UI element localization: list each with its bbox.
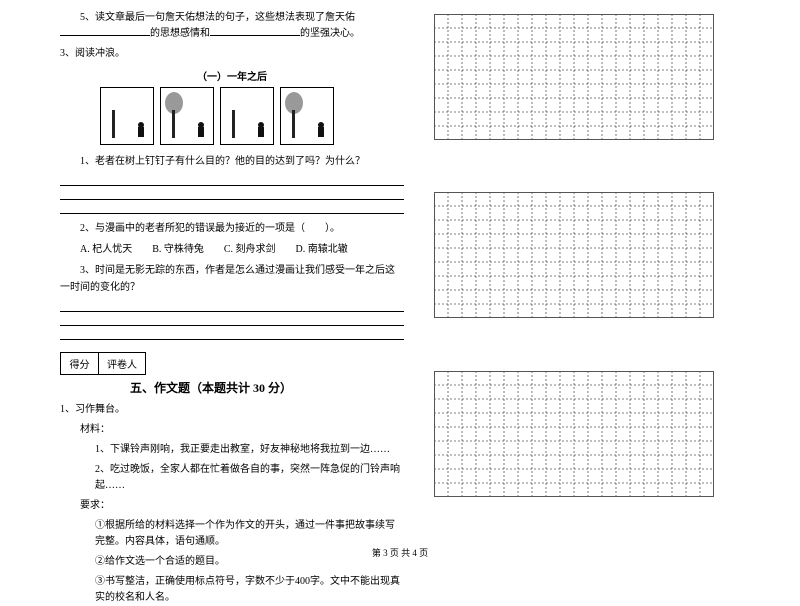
q5-prefix: 5、读文章最后一句詹天佑想法的句子，这些想法表现了詹天佑 bbox=[80, 12, 355, 23]
requirement-3: ③书写整洁，正确使用标点符号，字数不少于400字。文中不能出现真实的校名和人名。 bbox=[60, 574, 404, 606]
writing-grid-block-3[interactable] bbox=[434, 371, 760, 535]
page: 5、读文章最后一句詹天佑想法的句子，这些想法表现了詹天佑的思想感情和 的坚强决心。… bbox=[0, 0, 800, 565]
writing-grid-block-1[interactable] bbox=[434, 14, 760, 178]
reading-q2: 2、与漫画中的老者所犯的错误最为接近的一项是（ ）。 bbox=[60, 220, 404, 237]
question-5: 5、读文章最后一句詹天佑想法的句子，这些想法表现了詹天佑的思想感情和 的坚强决心。 bbox=[60, 10, 404, 42]
page-footer: 第 3 页 共 4 页 bbox=[0, 546, 800, 559]
comic-strip bbox=[100, 87, 404, 145]
blank-fill[interactable] bbox=[210, 27, 300, 36]
q5-suffix: 的坚强决心。 bbox=[300, 28, 360, 39]
score-cell-score: 得分 bbox=[61, 353, 99, 374]
score-cell-grader: 评卷人 bbox=[99, 353, 145, 374]
comic-panel-4 bbox=[280, 87, 334, 145]
reading-q1: 1、老者在树上钉钉子有什么目的？他的目的达到了吗？为什么？ bbox=[60, 153, 404, 170]
requirements-label: 要求： bbox=[60, 498, 404, 514]
writing-grid-block-2[interactable] bbox=[434, 192, 760, 356]
answer-lines-q1[interactable] bbox=[60, 174, 404, 214]
blank-fill[interactable] bbox=[60, 27, 150, 36]
left-column: 5、读文章最后一句詹天佑想法的句子，这些想法表现了詹天佑的思想感情和 的坚强决心。… bbox=[60, 10, 424, 535]
reading-title: （一）一年之后 bbox=[60, 68, 404, 83]
material-1: 1、下课铃声刚响，我正要走出教室，好友神秘地将我拉到一边…… bbox=[60, 442, 404, 458]
essay-q1: 1、习作舞台。 bbox=[60, 402, 404, 418]
score-box: 得分 评卷人 bbox=[60, 352, 146, 375]
right-column bbox=[424, 10, 760, 535]
answer-lines-q3[interactable] bbox=[60, 300, 404, 340]
comic-panel-2 bbox=[160, 87, 214, 145]
comic-panel-1 bbox=[100, 87, 154, 145]
question-3-label: 3、阅读冲浪。 bbox=[60, 46, 404, 62]
q5-mid: 的思想感情和 bbox=[150, 28, 210, 39]
material-2: 2、吃过晚饭，全家人都在忙着做各自的事，突然一阵急促的门铃声响起…… bbox=[60, 462, 404, 494]
reading-q3: 3、时间是无影无踪的东西，作者是怎么通过漫画让我们感受一年之后这一时间的变化的？ bbox=[60, 262, 404, 296]
section-5-title: 五、作文题（本题共计 30 分） bbox=[130, 379, 404, 396]
material-label: 材料： bbox=[60, 422, 404, 438]
comic-panel-3 bbox=[220, 87, 274, 145]
reading-q2-options[interactable]: A. 杞人忧天 B. 守株待兔 C. 刻舟求剑 D. 南辕北辙 bbox=[60, 241, 404, 258]
